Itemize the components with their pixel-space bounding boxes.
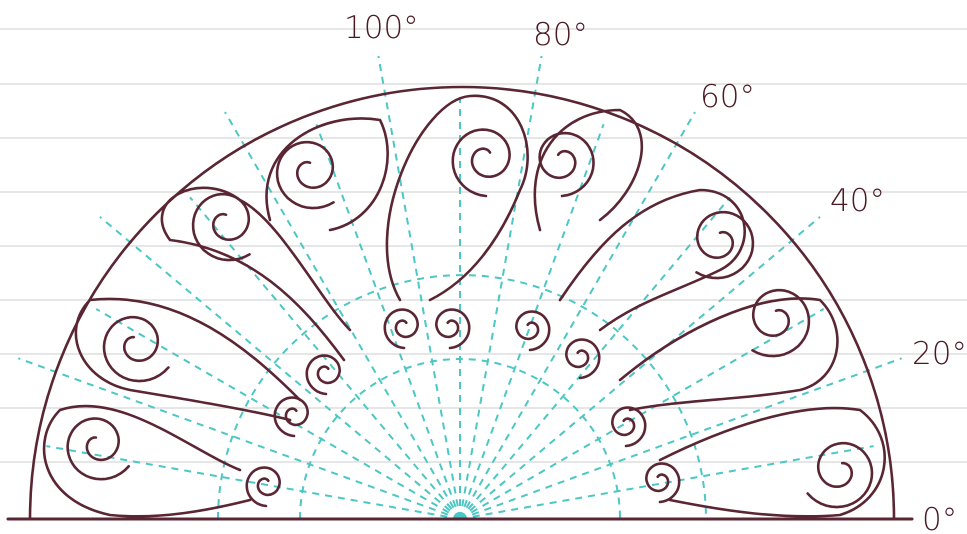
guide-ray-20 bbox=[459, 357, 903, 520]
small-scroll-4 bbox=[305, 354, 341, 396]
guide-ray-150 bbox=[95, 308, 461, 520]
guide-ray-60 bbox=[459, 111, 696, 520]
guide-ray-120 bbox=[224, 111, 461, 520]
small-scroll-7 bbox=[565, 338, 601, 380]
guide-ray-40 bbox=[459, 216, 821, 520]
guide-ray-130 bbox=[189, 196, 461, 520]
small-scroll-6 bbox=[245, 466, 281, 508]
label-20-degrees: 20° bbox=[912, 336, 967, 372]
scroll-left-2 bbox=[102, 315, 170, 383]
scroll-right-1 bbox=[695, 210, 755, 280]
radial-guide-rays bbox=[17, 55, 903, 520]
middle-guide-arc bbox=[217, 274, 707, 520]
small-scroll-8 bbox=[611, 406, 647, 448]
guide-ray-170 bbox=[46, 445, 461, 520]
angle-labels: 0° 20° 40° 60° 80° 100° bbox=[344, 10, 967, 534]
scroll-top-left bbox=[451, 128, 511, 198]
ruled-lines bbox=[0, 28, 967, 463]
label-100-degrees: 100° bbox=[344, 10, 419, 46]
guide-ray-50 bbox=[459, 196, 731, 520]
scroll-left-1 bbox=[191, 192, 251, 262]
small-scroll-2 bbox=[435, 308, 471, 350]
teardrop-right-middle bbox=[618, 297, 839, 412]
outer-semicircle bbox=[28, 85, 896, 521]
label-40-degrees: 40° bbox=[830, 183, 885, 219]
scroll-top-right bbox=[538, 131, 595, 198]
teardrop-left-lower bbox=[42, 404, 252, 518]
guide-ray-100 bbox=[377, 55, 461, 520]
scroll-right-2 bbox=[751, 288, 811, 358]
heart-center bbox=[385, 94, 529, 302]
teardrop-left-middle bbox=[74, 297, 302, 422]
small-scroll-3 bbox=[515, 310, 551, 352]
small-scroll-9 bbox=[645, 462, 681, 504]
guide-ray-110 bbox=[315, 123, 461, 520]
teardrop-top-left bbox=[265, 117, 389, 232]
scrollwork bbox=[42, 94, 886, 518]
scroll-left-3 bbox=[66, 417, 130, 481]
teardrop-top-right bbox=[533, 108, 644, 232]
scroll-right-3 bbox=[806, 441, 874, 509]
label-60-degrees: 60° bbox=[700, 79, 755, 115]
small-scroll-1 bbox=[383, 308, 419, 350]
small-scroll-5 bbox=[273, 396, 309, 438]
guide-ray-140 bbox=[99, 216, 461, 520]
label-0-degrees: 0° bbox=[922, 502, 957, 534]
guide-ray-160 bbox=[17, 357, 461, 520]
window-frame bbox=[6, 85, 914, 521]
teardrop-right-lower bbox=[658, 406, 886, 518]
teardrop-right-upper bbox=[558, 188, 746, 332]
teardrop-left-upper bbox=[160, 186, 352, 362]
construction-guides bbox=[17, 55, 903, 520]
label-80-degrees: 80° bbox=[533, 17, 588, 53]
guide-ray-80 bbox=[459, 55, 543, 520]
scroll-upper-left bbox=[275, 140, 335, 210]
